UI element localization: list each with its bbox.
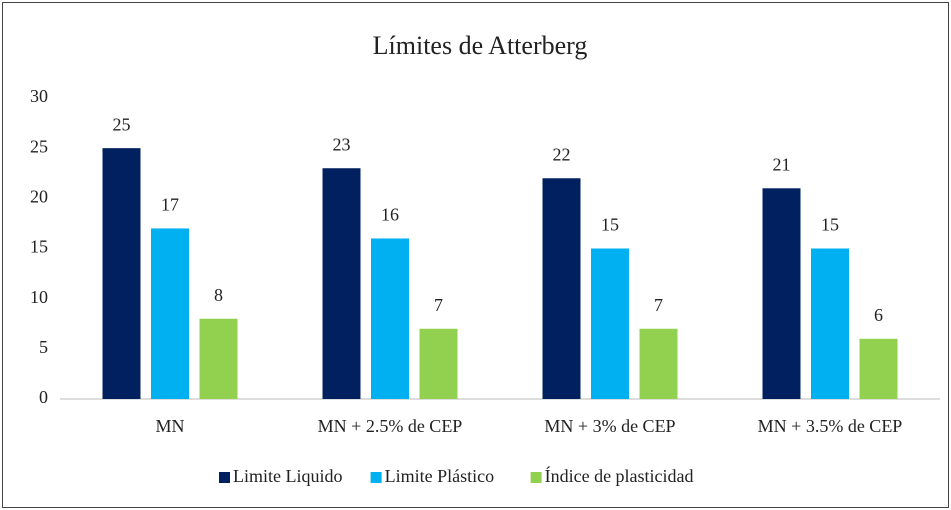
data-label: 21: [773, 154, 791, 174]
x-tick-label: MN: [155, 416, 184, 436]
chart-title: Límites de Atterberg: [373, 31, 588, 60]
y-tick-label: 10: [30, 287, 48, 307]
data-label: 7: [434, 295, 443, 315]
y-tick-label: 0: [39, 387, 48, 407]
data-label: 15: [601, 215, 619, 235]
bar: [811, 248, 849, 399]
bar: [591, 248, 629, 399]
legend-swatch: [530, 472, 542, 483]
data-label: 23: [333, 134, 351, 154]
bar: [419, 328, 458, 399]
legend-label: Limite Liquido: [233, 466, 343, 486]
y-tick-label: 30: [30, 86, 48, 106]
data-label: 8: [214, 285, 223, 305]
y-tick-label: 20: [30, 186, 48, 206]
data-label: 7: [654, 295, 663, 315]
bar: [859, 338, 898, 399]
bar: [762, 188, 801, 399]
legend-swatch: [370, 472, 382, 483]
data-label: 25: [113, 114, 131, 134]
x-tick-label: MN + 3% de CEP: [544, 416, 675, 436]
bar: [102, 148, 141, 399]
data-label: 15: [821, 215, 839, 235]
bar: [322, 168, 361, 399]
bar: [639, 328, 678, 399]
y-tick-label: 5: [39, 337, 48, 357]
bar: [371, 238, 409, 399]
legend-label: Limite Plástico: [385, 466, 495, 486]
bar: [199, 318, 238, 399]
data-label: 6: [874, 305, 883, 325]
x-tick-label: MN + 2.5% de CEP: [318, 416, 463, 436]
bar: [151, 228, 189, 399]
data-label: 17: [161, 195, 179, 215]
legend-swatch: [219, 472, 230, 483]
y-tick-label: 25: [30, 136, 48, 156]
y-tick-label: 15: [30, 237, 48, 257]
data-label: 22: [553, 144, 571, 164]
bar: [542, 178, 581, 399]
legend-label: Índice de plasticidad: [545, 465, 694, 486]
data-label: 16: [381, 205, 399, 225]
x-tick-label: MN + 3.5% de CEP: [758, 416, 903, 436]
